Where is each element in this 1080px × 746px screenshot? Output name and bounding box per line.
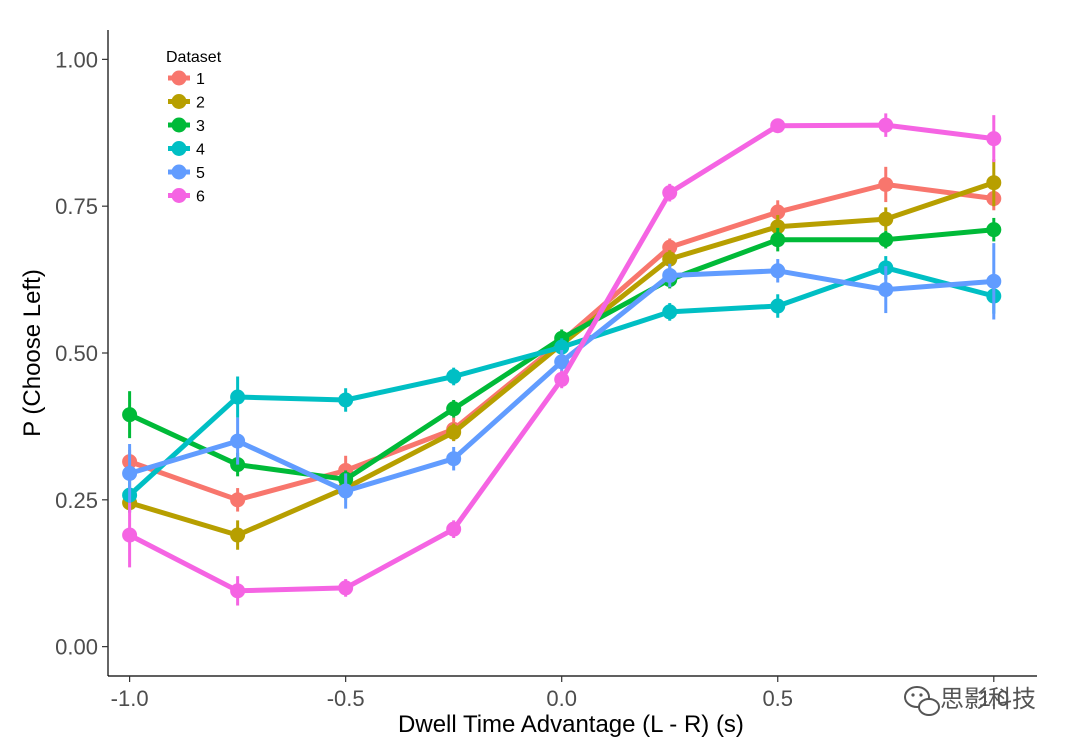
data-point bbox=[878, 232, 894, 248]
data-point bbox=[662, 304, 678, 320]
series-4 bbox=[122, 256, 1002, 513]
legend-item-4: 4 bbox=[168, 141, 205, 159]
data-point bbox=[338, 392, 354, 408]
data-point bbox=[770, 263, 786, 279]
data-point bbox=[230, 492, 246, 508]
data-point bbox=[122, 465, 138, 481]
legend-label: 5 bbox=[196, 165, 205, 182]
legend-label: 2 bbox=[196, 95, 205, 112]
data-point bbox=[446, 451, 462, 467]
series-layer bbox=[122, 113, 1002, 606]
data-point bbox=[446, 368, 462, 384]
data-point bbox=[770, 219, 786, 235]
legend-label: 6 bbox=[196, 189, 205, 206]
series-6 bbox=[122, 113, 1002, 606]
legend-item-1: 1 bbox=[168, 70, 205, 88]
y-tick-label: 0.50 bbox=[55, 341, 98, 366]
legend-label: 4 bbox=[196, 142, 205, 159]
data-point bbox=[230, 433, 246, 449]
y-tick-label: 0.25 bbox=[55, 488, 98, 513]
y-tick-label: 1.00 bbox=[55, 47, 98, 72]
y-tick-label: 0.75 bbox=[55, 194, 98, 219]
legend-title: Dataset bbox=[166, 49, 222, 66]
y-axis-title: P (Choose Left) bbox=[19, 269, 46, 437]
legend-key-point bbox=[171, 188, 187, 203]
data-point bbox=[554, 371, 570, 387]
legend-key-point bbox=[171, 94, 187, 109]
data-point bbox=[230, 389, 246, 405]
data-point bbox=[662, 239, 678, 255]
data-point bbox=[986, 131, 1002, 147]
x-tick-label: -0.5 bbox=[327, 686, 365, 711]
legend-key-point bbox=[171, 70, 187, 86]
series-5 bbox=[122, 243, 1002, 509]
data-point bbox=[662, 267, 678, 283]
legend: Dataset 1 2 3 4 5 6 bbox=[166, 49, 222, 206]
y-tick-label: 0.00 bbox=[55, 635, 98, 660]
data-point bbox=[662, 185, 678, 201]
x-axis-title: Dwell Time Advantage (L - R) (s) bbox=[398, 711, 744, 738]
legend-item-3: 3 bbox=[168, 117, 205, 135]
data-point bbox=[554, 354, 570, 370]
data-point bbox=[770, 232, 786, 248]
data-point bbox=[878, 117, 894, 133]
legend-key-point bbox=[171, 117, 187, 133]
x-tick-label: -1.0 bbox=[111, 686, 149, 711]
data-point bbox=[446, 401, 462, 417]
data-point bbox=[122, 407, 138, 423]
data-point bbox=[986, 222, 1002, 238]
data-point bbox=[446, 424, 462, 440]
legend-item-5: 5 bbox=[168, 164, 205, 182]
data-point bbox=[878, 282, 894, 298]
data-point bbox=[230, 527, 246, 543]
data-point bbox=[878, 211, 894, 227]
data-point bbox=[338, 483, 354, 499]
legend-label: 3 bbox=[196, 118, 205, 135]
x-tick-label: 0.5 bbox=[762, 686, 793, 711]
watermark: 思影科技 bbox=[904, 685, 1036, 716]
data-point bbox=[770, 118, 786, 134]
x-tick-label: 0.0 bbox=[546, 686, 577, 711]
axis-titles: Dwell Time Advantage (L - R) (s) P (Choo… bbox=[19, 269, 744, 738]
data-point bbox=[338, 580, 354, 596]
data-point bbox=[878, 176, 894, 192]
data-point bbox=[986, 273, 1002, 289]
data-point bbox=[770, 298, 786, 314]
legend-item-2: 2 bbox=[168, 94, 205, 112]
data-point bbox=[122, 527, 138, 543]
data-point bbox=[446, 521, 462, 537]
data-point bbox=[770, 204, 786, 220]
data-point bbox=[662, 251, 678, 267]
watermark-text: 思影科技 bbox=[940, 685, 1036, 713]
legend-key-point bbox=[171, 164, 187, 180]
legend-key-point bbox=[171, 141, 187, 156]
axes: 0.00 0.25 0.50 0.75 1.00 -1.0 -0.5 0.0 0.5 1.0 bbox=[55, 30, 1037, 711]
data-point bbox=[986, 175, 1002, 191]
legend-item-6: 6 bbox=[168, 188, 205, 206]
legend-label: 1 bbox=[196, 71, 205, 88]
data-point bbox=[230, 583, 246, 599]
data-point bbox=[554, 339, 570, 355]
wechat-icon bbox=[904, 686, 940, 716]
x-tick-label: 1.0 bbox=[978, 686, 1009, 711]
